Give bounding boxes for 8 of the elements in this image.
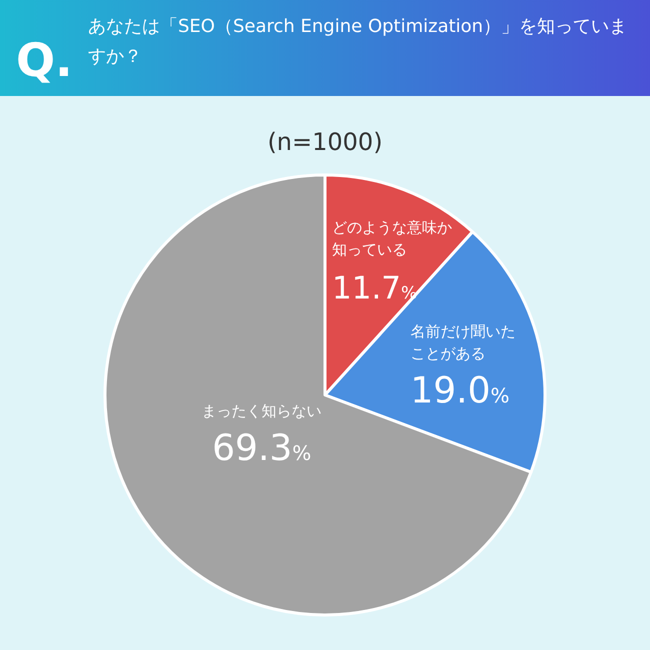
text: Q. bbox=[16, 33, 73, 87]
chart-title: あなたは「SEO（Search Engine Optimization）」を知っていますか？ bbox=[88, 15, 628, 69]
data-label: 19.0% bbox=[410, 370, 510, 412]
slice-label: まったく知らない bbox=[202, 402, 322, 420]
slice-label: どのような意味か知っている bbox=[332, 218, 452, 258]
data-label: 69.3% bbox=[212, 428, 312, 469]
chart-subtitle: (n=1000) bbox=[267, 128, 383, 156]
slice-label: 名前だけ聞いたことがある bbox=[410, 322, 516, 363]
